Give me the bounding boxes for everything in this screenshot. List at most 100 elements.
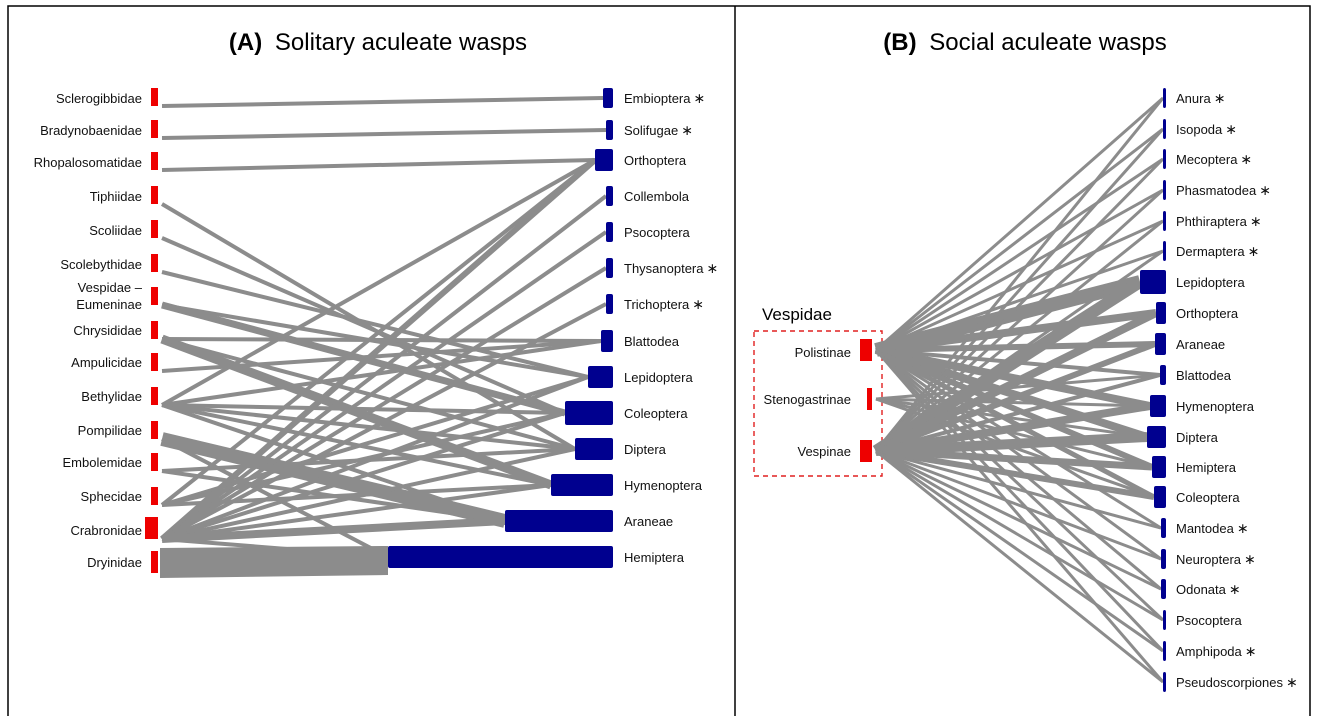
panel-b-prey-node (1155, 333, 1166, 355)
panel-a-prey-label-hemiptera: Hemiptera (624, 550, 685, 565)
panel-b-star-marker: ∗ (1250, 214, 1262, 230)
panel-b-link (875, 449, 1164, 653)
panel-a-prey-label-blattodea: Blattodea (624, 334, 680, 349)
panel-b-title-letter: (B) (883, 29, 916, 56)
panel-b-link (875, 309, 1157, 354)
panel-b-prey-node (1163, 672, 1166, 692)
panel-a-wasp-node (151, 254, 158, 272)
panel-b-link (874, 347, 1154, 470)
panel-b-star-marker: ∗ (1286, 675, 1298, 691)
panel-b-star-marker: ∗ (1248, 244, 1260, 260)
panel-b-prey-label-neuroptera: Neuroptera ∗ (1176, 552, 1256, 568)
panel-a-prey-label-orthoptera: Orthoptera (624, 153, 687, 168)
panel-a-star-marker: ∗ (692, 297, 704, 313)
panel-a-title-letter: (A) (229, 29, 262, 56)
panel-b-prey-node (1163, 211, 1166, 231)
panel-a-wasp-node (151, 321, 158, 339)
panel-b-prey-node (1163, 119, 1166, 139)
panel-b-prey-label-isopoda: Isopoda ∗ (1176, 122, 1237, 138)
panel-b-link (872, 276, 1144, 457)
panel-b-link (875, 219, 1164, 352)
panel-a-wasp-node (151, 551, 158, 573)
panel-a-link (161, 337, 602, 343)
panel-b-link (874, 309, 1158, 455)
panel-b-prey-labels: Anura ∗ Isopoda ∗ Mecoptera ∗ Phasmatodea ∗ Phth… (1176, 91, 1298, 691)
panel-b-star-marker: ∗ (1245, 644, 1257, 660)
panel-b-link (875, 373, 1161, 453)
panel-b-link (875, 449, 1162, 591)
panel-b-link (875, 188, 1164, 352)
panel-a-link (161, 128, 607, 140)
panel-a-wasp-label-pompilidae: Pompilidae (78, 423, 142, 438)
panel-a-link (160, 432, 507, 528)
panel-a-wasp-label-crabronidae: Crabronidae (70, 523, 142, 538)
panel-b-prey-node (1161, 518, 1166, 538)
panel-a-star-marker: ∗ (707, 261, 719, 277)
panel-b-prey-label-pseudoscorpiones: Pseudoscorpiones ∗ (1176, 675, 1298, 691)
panel-b-title-text: Social aculeate wasps (929, 29, 1166, 56)
panel-b-prey-label-dermaptera: Dermaptera ∗ (1176, 244, 1259, 260)
panel-a-wasp-node (151, 287, 158, 305)
panel-b-nodes (860, 88, 1166, 692)
panel-b-wasp-label-stenogastrinae: Stenogastrinae (764, 392, 851, 407)
panel-a-wasp-node (151, 453, 158, 471)
panel-b-prey-node (1163, 88, 1166, 108)
panel-a-link (161, 158, 596, 172)
panel-b-prey-node (1150, 395, 1166, 417)
panel-b-prey-label-anura: Anura ∗ (1176, 91, 1225, 107)
panel-a-prey-node (588, 366, 613, 388)
panel-a-link (161, 339, 602, 407)
panel-b-link (875, 373, 1161, 401)
panel-a-link (160, 194, 608, 541)
panel-b-prey-label-lepidoptera: Lepidoptera (1176, 275, 1245, 290)
panel-b-link (875, 397, 1148, 439)
panel-a-wasp-node (151, 186, 158, 204)
panel-a-star-marker: ∗ (693, 91, 705, 107)
panel-b-wasp-node (867, 388, 872, 410)
panel-a-prey-label-psocoptera: Psocoptera (624, 225, 691, 240)
panel-b-prey-node (1163, 610, 1166, 630)
vespidae-group-box (753, 330, 883, 477)
panel-b-link (875, 449, 1164, 622)
panel-a-title: (A) Solitary aculeate wasps (229, 29, 527, 56)
panel-a-title-text: Solitary aculeate wasps (275, 29, 527, 56)
panel-a-wasp-label-eumeninae: Eumeninae (76, 297, 142, 312)
panel-a-prey-node (505, 510, 613, 532)
panel-b-link (875, 402, 1151, 455)
panel-a-prey-label-araneae: Araneae (624, 514, 673, 529)
panel-a-prey-node (606, 120, 613, 140)
panel-a-prey-node (595, 149, 613, 171)
panel-b-prey-node (1161, 549, 1166, 569)
panel-b-link (875, 447, 1153, 471)
panel-a-prey-label-solifugae: Solifugae ∗ (624, 123, 693, 139)
panel-b-link (875, 432, 1148, 456)
panel-b-star-marker: ∗ (1240, 152, 1252, 168)
panel-a-prey-node (565, 401, 613, 425)
panel-b-prey-label-mantodea: Mantodea ∗ (1176, 521, 1249, 537)
panel-a-wasp-label-dryinidae: Dryinidae (87, 555, 142, 570)
panel-a-prey-node (388, 546, 613, 568)
panel-b-prey-node (1163, 241, 1166, 261)
panel-a-prey-label-hymenoptera: Hymenoptera (624, 478, 703, 493)
panel-b-wasp-labels: Polistinae Stenogastrinae Vespinae (764, 345, 851, 459)
panel-b-title: (B) Social aculeate wasps (883, 29, 1166, 56)
panel-b-link (874, 157, 1165, 453)
panel-b-prey-label-blattodea: Blattodea (1176, 368, 1232, 383)
panel-b-wasp-label-polistinae: Polistinae (795, 345, 851, 360)
panel-a-wasp-label-chrysididae: Chrysididae (73, 323, 142, 338)
panel-a-link (161, 158, 596, 407)
panel-a-link (161, 270, 589, 379)
panel-a-links (160, 96, 608, 578)
panel-a-prey-label-thysanoptera: Thysanoptera ∗ (624, 261, 718, 277)
panel-b-link (875, 346, 1151, 410)
panel-b-prey-label-orthoptera: Orthoptera (1176, 306, 1239, 321)
panel-b-prey-label-amphipoda: Amphipoda ∗ (1176, 644, 1257, 660)
panel-b-links (872, 96, 1165, 684)
panel-b-link (874, 128, 1165, 452)
panel-a-prey-node (603, 88, 613, 108)
panel-b-link (875, 96, 1164, 352)
panel-a-link-band (160, 546, 388, 578)
panel-a-prey-node (575, 438, 613, 460)
panel-a-wasp-node (151, 152, 158, 170)
panel-b-star-marker: ∗ (1214, 91, 1226, 107)
